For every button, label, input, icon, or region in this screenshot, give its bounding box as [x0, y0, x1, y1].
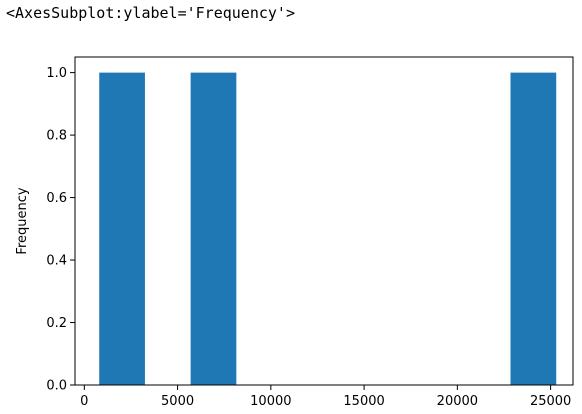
- x-tick-label: 5000: [161, 394, 194, 409]
- y-tick-label: 0.0: [46, 379, 67, 394]
- x-axis-ticks: 0 5000 10000 15000 20000 25000: [80, 385, 571, 409]
- y-axis-ticks: 0.0 0.2 0.4 0.6 0.8 1.0: [46, 66, 75, 394]
- x-tick-label: 20000: [437, 394, 478, 409]
- axes-frame: [74, 56, 574, 386]
- x-tick-label: 25000: [530, 394, 571, 409]
- x-tick-label: 0: [80, 394, 88, 409]
- output-repr-text: <AxesSubplot:ylabel='Frequency'>: [6, 4, 295, 22]
- histogram-bar-0: [99, 72, 145, 385]
- y-tick-label: 1.0: [46, 66, 67, 81]
- y-tick-label: 0.2: [46, 316, 67, 331]
- histogram-bar-9: [510, 72, 557, 385]
- y-tick-label: 0.8: [46, 129, 67, 144]
- bars-group: [99, 72, 557, 385]
- x-tick-label: 10000: [250, 394, 291, 409]
- x-tick-label: 15000: [343, 394, 384, 409]
- y-axis-label: Frequency: [15, 187, 30, 254]
- histogram-bar-2: [190, 72, 237, 385]
- y-tick-label: 0.6: [46, 191, 67, 206]
- y-tick-label: 0.4: [46, 254, 67, 269]
